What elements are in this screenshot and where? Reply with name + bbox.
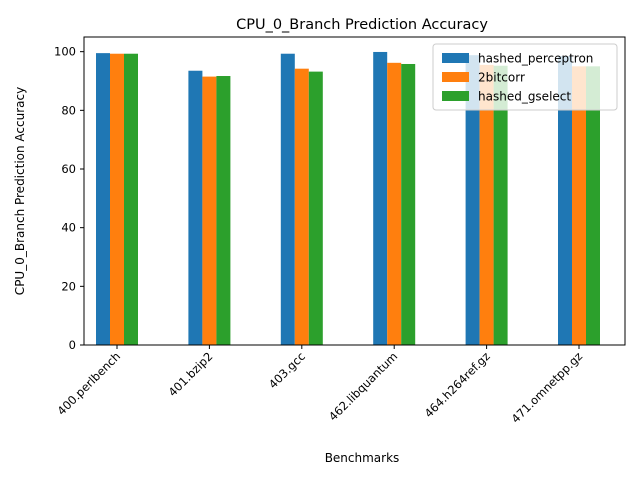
bar-2bitcorr-464.h264ref.gz <box>479 64 494 345</box>
x-tick-label: 471.omnetpp.gz <box>509 349 586 426</box>
bar-hashed_gselect-464.h264ref.gz <box>493 65 508 345</box>
y-tick-label: 40 <box>61 221 76 235</box>
x-tick-label: 403.gcc <box>266 349 308 391</box>
bar-hashed_perceptron-464.h264ref.gz <box>465 55 480 345</box>
chart-title: CPU_0_Branch Prediction Accuracy <box>236 17 488 33</box>
legend-swatch-2bitcorr <box>442 72 469 82</box>
x-tick-label: 400.perlbench <box>54 349 123 418</box>
y-tick-label: 20 <box>61 279 76 293</box>
x-axis-label: Benchmarks <box>325 451 400 465</box>
bar-2bitcorr-401.bzip2 <box>202 76 217 345</box>
bar-hashed_gselect-471.omnetpp.gz <box>586 66 600 345</box>
bars-layer <box>96 51 600 346</box>
bar-hashed_gselect-462.libquantum <box>401 63 416 346</box>
bar-2bitcorr-400.perlbench <box>110 53 124 345</box>
bar-hashed_gselect-403.gcc <box>308 71 323 345</box>
legend: hashed_perceptron 2bitcorr hashed_gselect <box>432 43 618 111</box>
y-axis-label: CPU_0_Branch Prediction Accuracy <box>13 87 27 295</box>
x-tick-label: 464.h264ref.gz <box>422 349 493 420</box>
y-tick-label: 60 <box>61 162 76 176</box>
bar-hashed_perceptron-462.libquantum <box>373 51 388 346</box>
x-tick-label: 462.libquantum <box>326 349 400 423</box>
bar-2bitcorr-462.libquantum <box>387 62 402 346</box>
y-tick-label: 80 <box>61 103 76 117</box>
y-axis: 0 20 40 60 80 100 <box>54 45 84 352</box>
legend-swatch-hashed_perceptron <box>442 53 469 63</box>
legend-swatch-hashed_gselect <box>442 91 469 101</box>
bar-2bitcorr-403.gcc <box>294 68 309 346</box>
legend-label: hashed_gselect <box>478 90 571 104</box>
bar-hashed_perceptron-401.bzip2 <box>188 70 203 345</box>
bar-hashed_perceptron-400.perlbench <box>96 53 110 346</box>
legend-label: hashed_perceptron <box>478 52 593 66</box>
y-tick-label: 100 <box>54 45 76 59</box>
x-tick-label: 401.bzip2 <box>165 349 215 399</box>
bar-hashed_gselect-400.perlbench <box>124 53 138 345</box>
bar-2bitcorr-471.omnetpp.gz <box>572 66 586 345</box>
y-tick-label: 0 <box>69 338 76 352</box>
bar-hashed_perceptron-403.gcc <box>280 53 295 345</box>
plot-frame <box>83 36 626 346</box>
bar-hashed_gselect-401.bzip2 <box>216 76 231 345</box>
bar-hashed_perceptron-471.omnetpp.gz <box>558 56 572 346</box>
x-axis: 400.perlbench 401.bzip2 403.gcc 462.libquan… <box>54 345 585 426</box>
legend-box <box>432 43 618 111</box>
legend-label: 2bitcorr <box>478 71 525 85</box>
